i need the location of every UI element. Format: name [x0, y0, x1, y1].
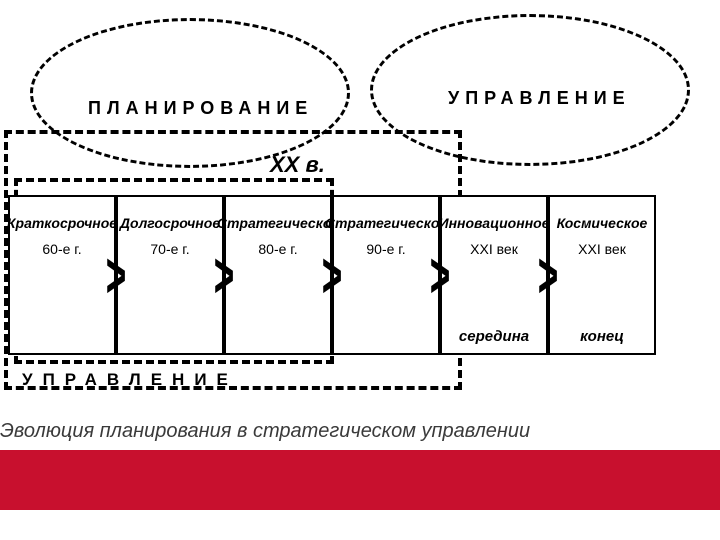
stage-title: Стратегическое	[217, 215, 339, 231]
arrow-icon: >	[544, 195, 553, 355]
footer-red-bar	[0, 450, 720, 510]
stage-period: 60-е г.	[42, 241, 81, 257]
arrow-icon: >	[436, 195, 445, 355]
stage-period: 90-е г.	[366, 241, 405, 257]
caption: Эволюция планирования в стратегическом у…	[0, 420, 530, 443]
arrow-icon: >	[220, 195, 229, 355]
stage-period: XXI век	[578, 241, 626, 257]
arrow-icon: >	[328, 195, 337, 355]
diagram-stage: ПЛАНИРОВАНИЕ УПРАВЛЕНИЕ XX в. Краткосроч…	[0, 0, 720, 540]
stage-subperiod: конец	[550, 328, 654, 345]
stage-subperiod: середина	[442, 328, 546, 345]
arrow-icon: >	[112, 195, 121, 355]
stage-box: Стратегическое90-е г.	[332, 195, 440, 355]
ellipse-label-planning: ПЛАНИРОВАНИЕ	[88, 98, 313, 119]
stages-row: Краткосрочное60-е г.>Долгосрочное70-е г.…	[8, 195, 656, 355]
stage-title: Краткосрочное	[7, 215, 117, 231]
stage-period: 80-е г.	[258, 241, 297, 257]
stage-title: Инновационное	[439, 215, 550, 231]
stage-title: Космическое	[557, 215, 648, 231]
stage-title: Долгосрочное	[120, 215, 220, 231]
bottom-label-management: УПРАВЛЕНИЕ	[22, 370, 238, 390]
stage-box: Инновационное XXI век середина	[440, 195, 548, 355]
stage-box: Краткосрочное 60-е г.	[8, 195, 116, 355]
stage-period: XXI век	[470, 241, 518, 257]
stage-box: Стратегическое80-е г.	[224, 195, 332, 355]
stage-title: Стратегическое	[325, 215, 447, 231]
ellipse-label-management: УПРАВЛЕНИЕ	[448, 88, 631, 109]
stage-box: Космическое XXI век конец	[548, 195, 656, 355]
stage-period: 70-е г.	[150, 241, 189, 257]
stage-box: Долгосрочное 70-е г.	[116, 195, 224, 355]
